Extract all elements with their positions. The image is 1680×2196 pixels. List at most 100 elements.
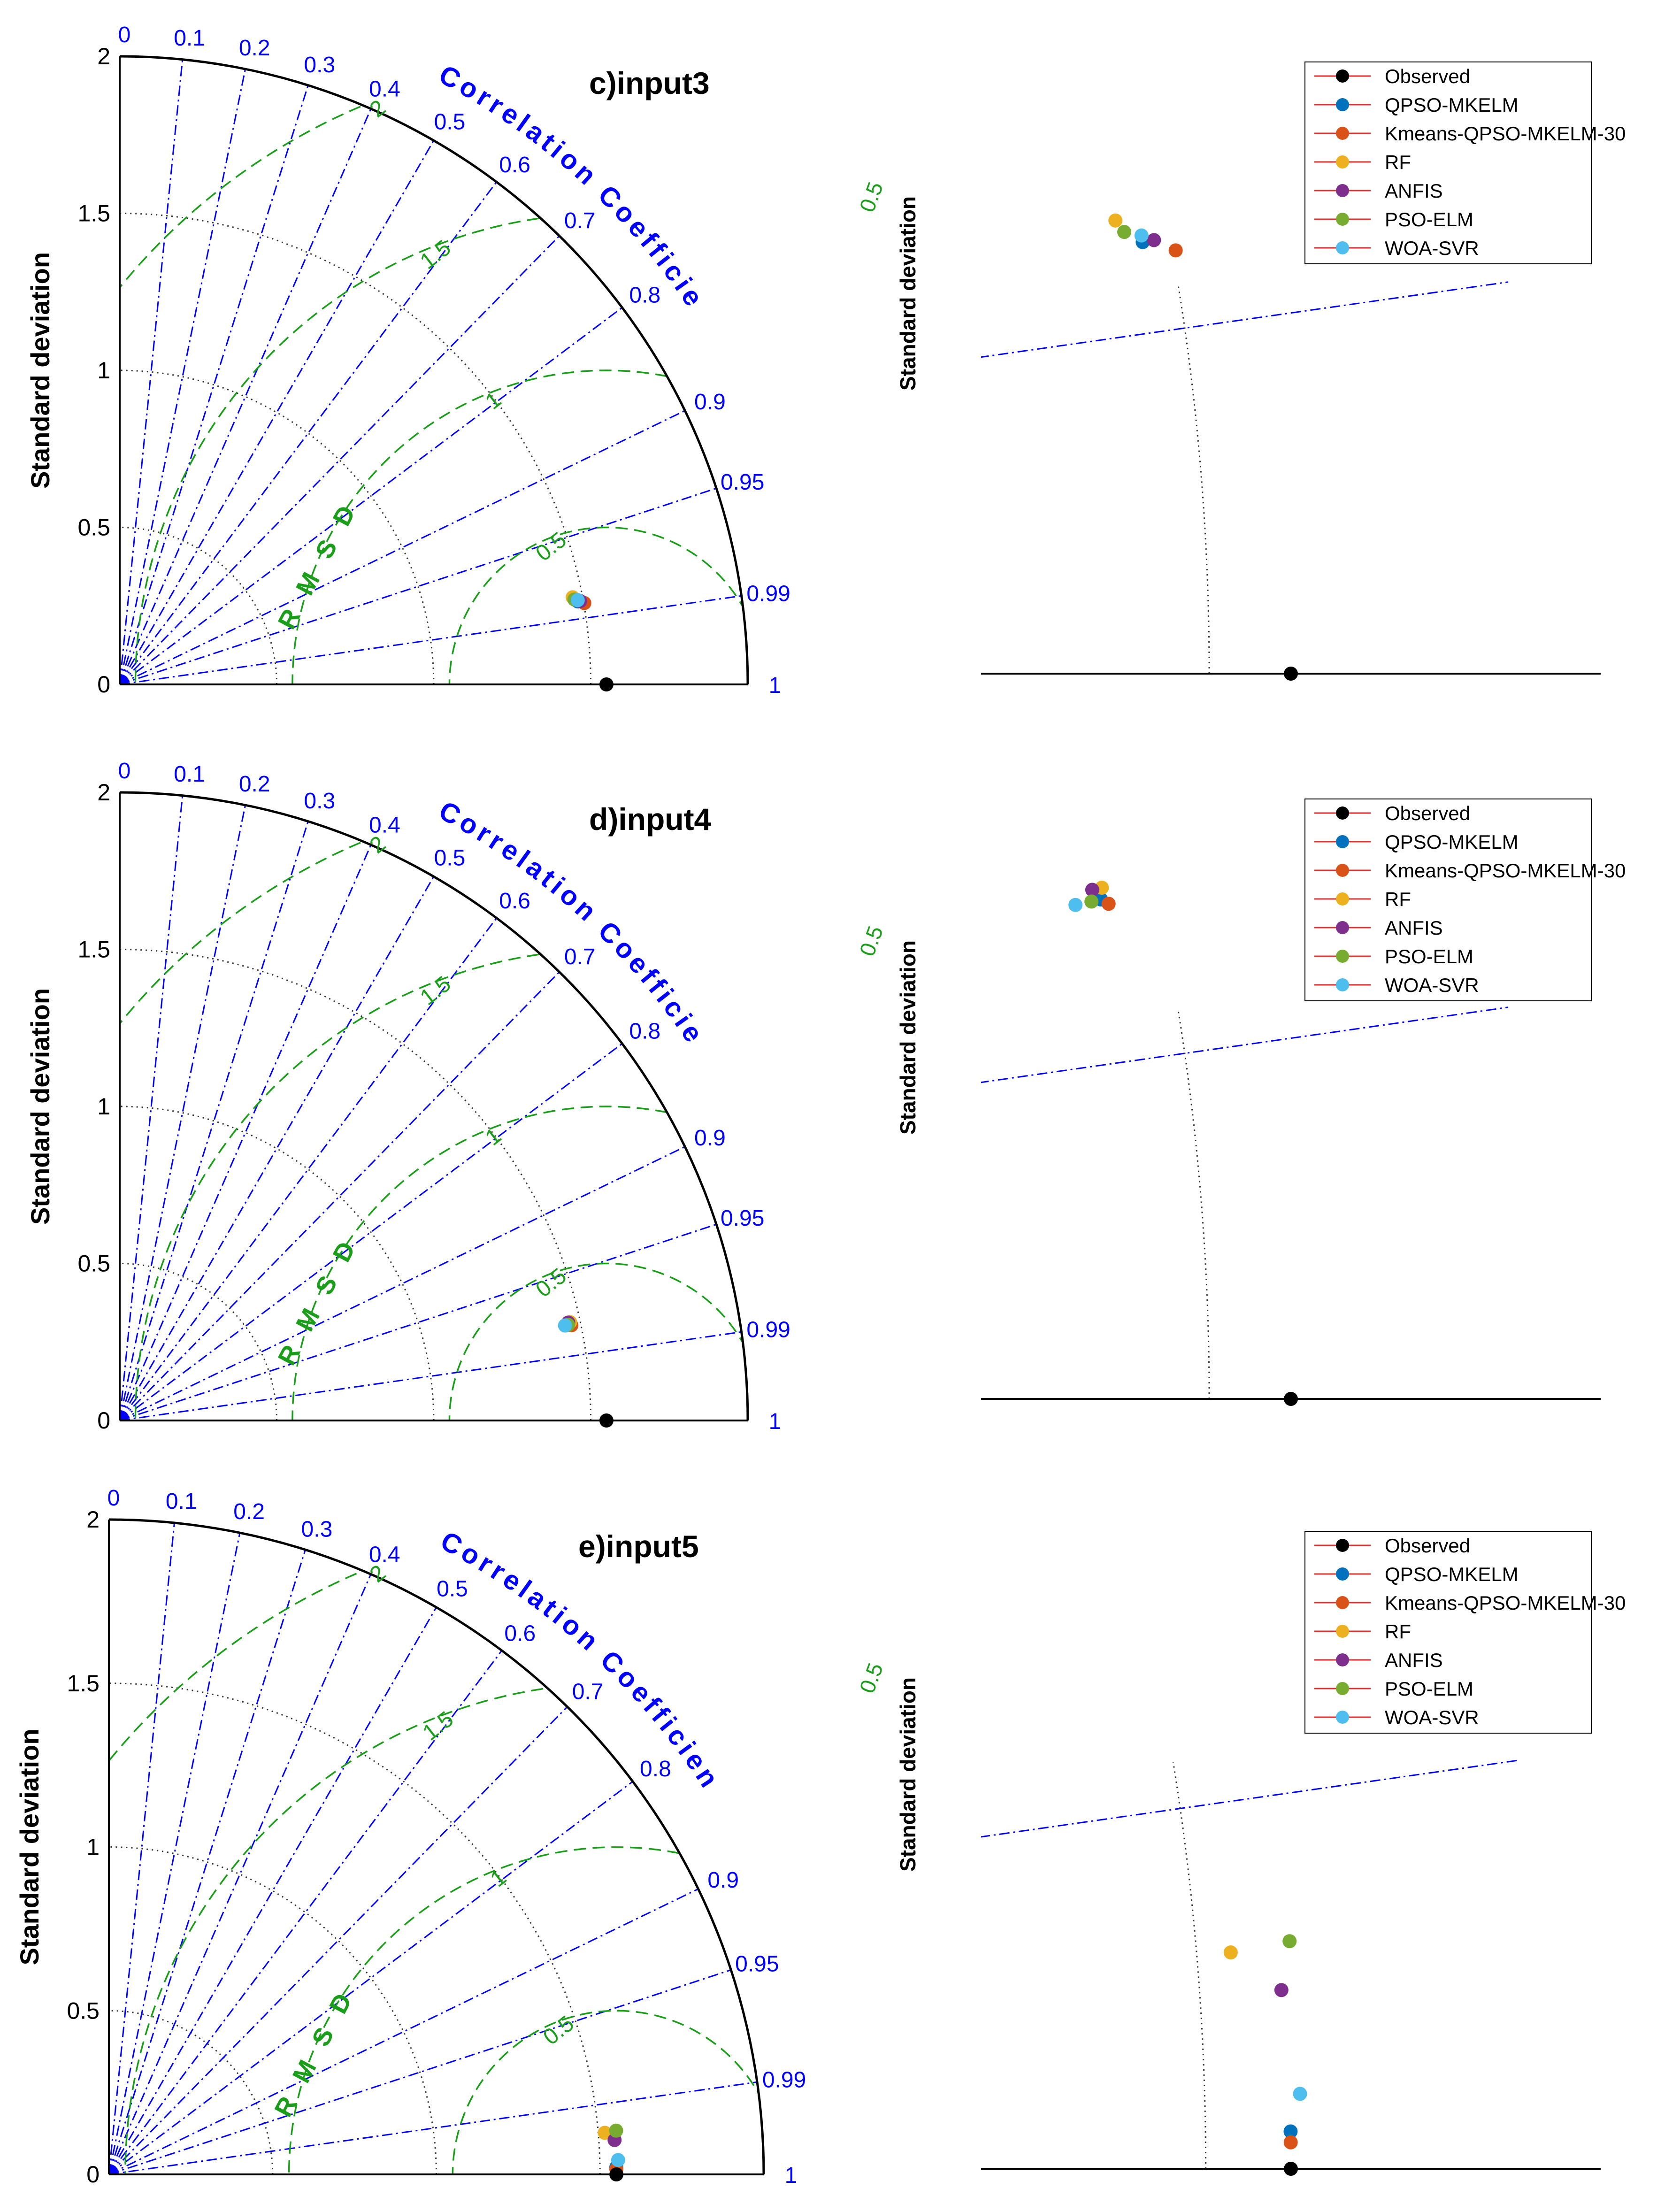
std-tick-label: 2 <box>97 779 110 806</box>
rmsd-axis-label: R M S D <box>273 1231 364 1370</box>
corr-tick-label: 0.1 <box>166 1489 197 1514</box>
std-tick-label: 0 <box>97 1407 110 1434</box>
corr-tick-label: 0.7 <box>564 208 596 233</box>
observed-point <box>599 677 614 691</box>
corr-tick-label: 0 <box>118 759 131 783</box>
std-tick-label: 0 <box>97 671 110 698</box>
observed-point <box>599 1413 614 1428</box>
legend-label: QPSO-MKELM <box>1385 1563 1519 1585</box>
legend-box <box>1304 61 1592 264</box>
legend-label: ANFIS <box>1385 180 1443 202</box>
zoom-data-point <box>1282 1934 1297 1949</box>
zoom-y-axis-title: Standard deviation <box>896 940 920 1135</box>
legend-marker <box>1336 98 1349 111</box>
zoom-observed-point <box>1284 2162 1298 2176</box>
correlation-ray <box>119 876 435 1421</box>
zoom-data-point <box>1168 243 1183 258</box>
zoom-rmsd-arc <box>835 1328 1158 1450</box>
corr-tick-label: 0.6 <box>504 1621 536 1646</box>
zoom-data-point <box>1085 883 1099 897</box>
zoom-correlation-ray <box>776 0 1397 11</box>
data-point <box>598 2126 612 2140</box>
data-point <box>570 593 585 607</box>
zoom-data-point <box>1283 2124 1298 2139</box>
rmsd-arc <box>452 2010 764 2174</box>
correlation-ray <box>119 108 372 685</box>
outer-arc <box>119 791 749 1421</box>
zoom-data-point <box>1068 898 1083 912</box>
legend-label: QPSO-MKELM <box>1385 831 1519 853</box>
legend-label: Kmeans-QPSO-MKELM-30 <box>1385 1592 1626 1614</box>
correlation-ray <box>119 59 184 685</box>
data-point <box>558 1318 572 1333</box>
zoom-panel-3: 0.5 Standard deviation Observed QPSO-MKELM K… <box>835 1328 1626 2176</box>
zoom-rmsd-label: 0.5 <box>855 923 888 960</box>
corr-tick-label: 0.5 <box>434 110 466 135</box>
legend-marker <box>1336 1625 1349 1638</box>
correlation-ray <box>119 1223 717 1421</box>
legend-label: PSO-ELM <box>1385 1678 1473 1700</box>
data-point <box>611 2153 625 2167</box>
rmsd-arc <box>448 1262 748 1420</box>
corr-tick-label: 0.4 <box>369 1542 400 1567</box>
corr-tick-label: 0.1 <box>174 26 205 51</box>
zoom-content <box>776 0 1508 674</box>
legend-marker <box>1336 921 1349 934</box>
data-point <box>609 2123 623 2138</box>
std-tick-label: 2 <box>97 43 110 69</box>
correlation-ray <box>119 795 184 1421</box>
correlation-ray <box>119 69 246 685</box>
corr-tick-label: 0.3 <box>301 1517 333 1542</box>
std-tick-label: 1 <box>97 1093 110 1120</box>
corr-tick-label: 0.5 <box>437 1576 468 1601</box>
std-grid-arc <box>119 949 591 1421</box>
zoom-data-point <box>1223 1945 1238 1960</box>
zoom-data-point <box>1293 2087 1307 2101</box>
corr-tick-label: 0.95 <box>735 1951 779 1976</box>
zoom-data-point <box>1117 225 1132 239</box>
rmsd-arc <box>448 526 748 684</box>
zoom-observed-point <box>1284 1392 1298 1406</box>
corr-tick-label: 0.9 <box>707 1868 739 1893</box>
legend-label: PSO-ELM <box>1385 208 1473 230</box>
rmsd-tick-label: 1.5 <box>415 235 455 274</box>
correlation-ray <box>108 1574 372 2175</box>
legend-box <box>1304 1531 1592 1734</box>
std-grid-arc <box>119 213 591 685</box>
legend-label: Observed <box>1385 65 1470 87</box>
zoom-observed-point <box>1284 667 1298 681</box>
legend-marker <box>1336 155 1349 169</box>
correlation-ray <box>119 1043 623 1421</box>
corr-tick-label: 0.6 <box>499 889 530 914</box>
panel-title: d)input4 <box>589 802 712 837</box>
corr-tick-label: 0.95 <box>721 1206 764 1231</box>
outer-arc <box>119 55 749 685</box>
correlation-ray <box>119 1146 685 1421</box>
rmsd-arc <box>120 56 748 684</box>
zoom-data-point <box>1134 228 1149 243</box>
corr-tick-label: 0.3 <box>304 789 335 814</box>
zoom-data-point <box>1274 1983 1289 1997</box>
zoom-data-point <box>1101 897 1116 911</box>
corr-tick-label: 0.4 <box>369 77 400 102</box>
legend-marker <box>1336 892 1349 906</box>
corr-tick-label: 0 <box>107 1486 120 1511</box>
legend-marker <box>1336 1682 1349 1695</box>
corr-tick-label: 0.6 <box>499 153 530 177</box>
legend-label: ANFIS <box>1385 1649 1443 1671</box>
correlation-ray <box>119 1331 742 1421</box>
corr-tick-label: 0.9 <box>694 390 726 415</box>
rmsd-arcs <box>109 1520 764 2174</box>
std-tick-label: 1 <box>86 1834 100 1860</box>
corr-tick-label: 0.99 <box>746 581 790 606</box>
correlation-ray <box>119 805 246 1421</box>
corr-label-path <box>437 817 693 1052</box>
legend-marker <box>1336 1539 1349 1552</box>
legend-label: WOA-SVR <box>1385 974 1479 996</box>
y-axis-title: Standard deviation <box>15 1728 44 1965</box>
legend-marker <box>1336 241 1349 254</box>
legend-marker <box>1336 213 1349 226</box>
rmsd-tick-label: 1.5 <box>415 971 455 1010</box>
legend-marker <box>1336 1567 1349 1581</box>
std-tick-label: 1.5 <box>77 200 110 227</box>
